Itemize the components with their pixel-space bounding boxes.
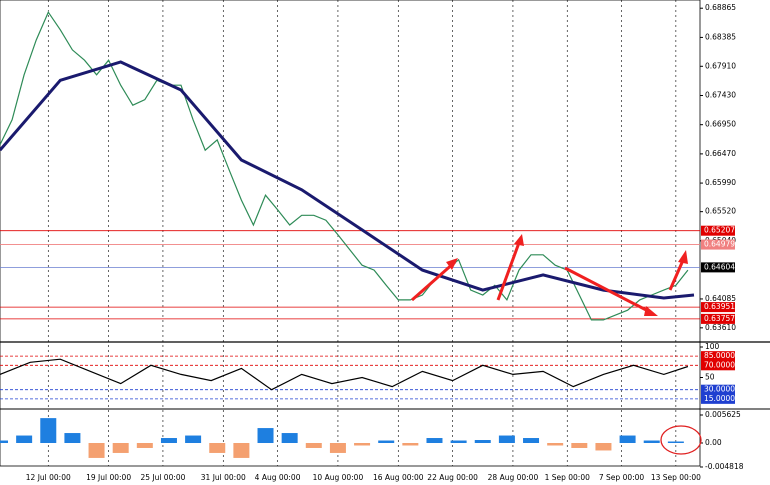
x-tick-label: 7 Sep 00:00 xyxy=(599,473,645,482)
level-label: 0.65207 xyxy=(704,226,735,235)
y-tick-label: 50 xyxy=(705,373,715,382)
arrow-head xyxy=(644,306,658,316)
arrow-head xyxy=(514,234,524,246)
level-label: 30.0000 xyxy=(704,385,735,394)
x-tick-label: 16 Aug 00:00 xyxy=(373,473,424,482)
annotations xyxy=(411,234,702,455)
arrow xyxy=(496,239,522,301)
level-label-box xyxy=(701,351,735,362)
arrow xyxy=(411,260,456,302)
y-tick-label: 0.67430 xyxy=(705,90,736,99)
histogram-bar xyxy=(329,443,346,453)
arrow xyxy=(668,257,686,291)
y-tick-label: 0.66470 xyxy=(705,149,736,158)
level-label-box xyxy=(701,313,735,324)
y-tick-label: 0.64085 xyxy=(705,294,736,303)
histogram-bar xyxy=(523,438,540,444)
plot-frame xyxy=(0,0,701,467)
histogram-bar xyxy=(233,443,250,458)
level-label-box xyxy=(701,360,735,371)
histogram-bar xyxy=(571,443,588,448)
level-label-box xyxy=(701,393,735,404)
histogram-bar xyxy=(498,435,515,444)
level-label: 85.0000 xyxy=(704,351,735,360)
y-tick-label: 0.65520 xyxy=(705,207,736,216)
arrow xyxy=(564,266,651,314)
highlight-circle xyxy=(660,425,702,455)
histogram-bar xyxy=(547,443,564,446)
x-tick-label: 10 Aug 00:00 xyxy=(313,473,364,482)
x-tick-label: 31 Jul 00:00 xyxy=(201,473,246,482)
level-label: 0.63951 xyxy=(704,302,735,311)
level-label-box xyxy=(701,225,735,236)
histogram-bar xyxy=(619,435,636,444)
y-tick-label: -0.004818 xyxy=(705,462,744,471)
level-label: 0.63757 xyxy=(704,314,735,323)
level-label-box xyxy=(701,262,735,273)
y-tick-label: 0.00 xyxy=(705,438,722,447)
y-tick-label: 0.68865 xyxy=(705,3,736,12)
level-label: 0.64604 xyxy=(704,262,735,271)
histogram-bar xyxy=(643,440,660,444)
level-label: 70.0000 xyxy=(704,360,735,369)
histogram-bar xyxy=(426,438,443,444)
arrow-head xyxy=(446,258,458,270)
histogram-bar xyxy=(160,438,177,444)
histogram-bar xyxy=(305,443,322,448)
series-line xyxy=(0,60,695,300)
y-tick-label: 0.67910 xyxy=(705,61,736,70)
x-tick-label: 25 Jul 00:00 xyxy=(140,473,185,482)
histogram-bar xyxy=(40,418,57,444)
y-tick-label: 100 xyxy=(705,342,720,351)
histogram-bar xyxy=(402,443,419,446)
histogram-bar xyxy=(667,441,684,444)
histogram-bar xyxy=(474,440,491,444)
level-label: 15.0000 xyxy=(704,394,735,403)
level-label-box xyxy=(701,302,735,313)
histogram-bar xyxy=(185,435,202,444)
histogram-bar xyxy=(281,433,298,444)
histogram-bar xyxy=(595,443,612,451)
x-tick-label: 12 Jul 00:00 xyxy=(26,473,71,482)
x-tick-label: 22 Aug 00:00 xyxy=(427,473,478,482)
histogram-bar xyxy=(354,443,371,446)
histogram-bar xyxy=(450,440,467,444)
x-tick-label: 1 Sep 00:00 xyxy=(545,473,591,482)
x-tick-label: 28 Aug 00:00 xyxy=(488,473,539,482)
x-tick-label: 19 Jul 00:00 xyxy=(86,473,131,482)
histogram-bar xyxy=(378,440,395,444)
y-tick-label: 0.63610 xyxy=(705,323,736,332)
histogram-bar xyxy=(0,440,8,444)
series-line xyxy=(0,358,689,391)
level-label-box xyxy=(701,239,735,250)
y-tick-label: 0.005625 xyxy=(705,410,741,419)
histogram-bar xyxy=(88,443,105,458)
level-label: 0.64979 xyxy=(704,240,735,249)
y-tick-label: 0.66950 xyxy=(705,120,736,129)
histogram-bar xyxy=(257,428,274,444)
y-tick-label: 0.65990 xyxy=(705,178,736,187)
arrow-head xyxy=(678,250,688,264)
histogram-bar xyxy=(209,443,226,453)
y-tick-label: 0.68385 xyxy=(705,32,736,41)
histogram-bar xyxy=(136,443,153,448)
histogram-bar xyxy=(64,433,81,444)
x-tick-label: 13 Sep 00:00 xyxy=(651,473,701,482)
level-label-box xyxy=(701,384,735,395)
histogram-bar xyxy=(112,443,129,453)
histogram-bar xyxy=(16,435,33,444)
x-tick-label: 4 Aug 00:00 xyxy=(255,473,301,482)
